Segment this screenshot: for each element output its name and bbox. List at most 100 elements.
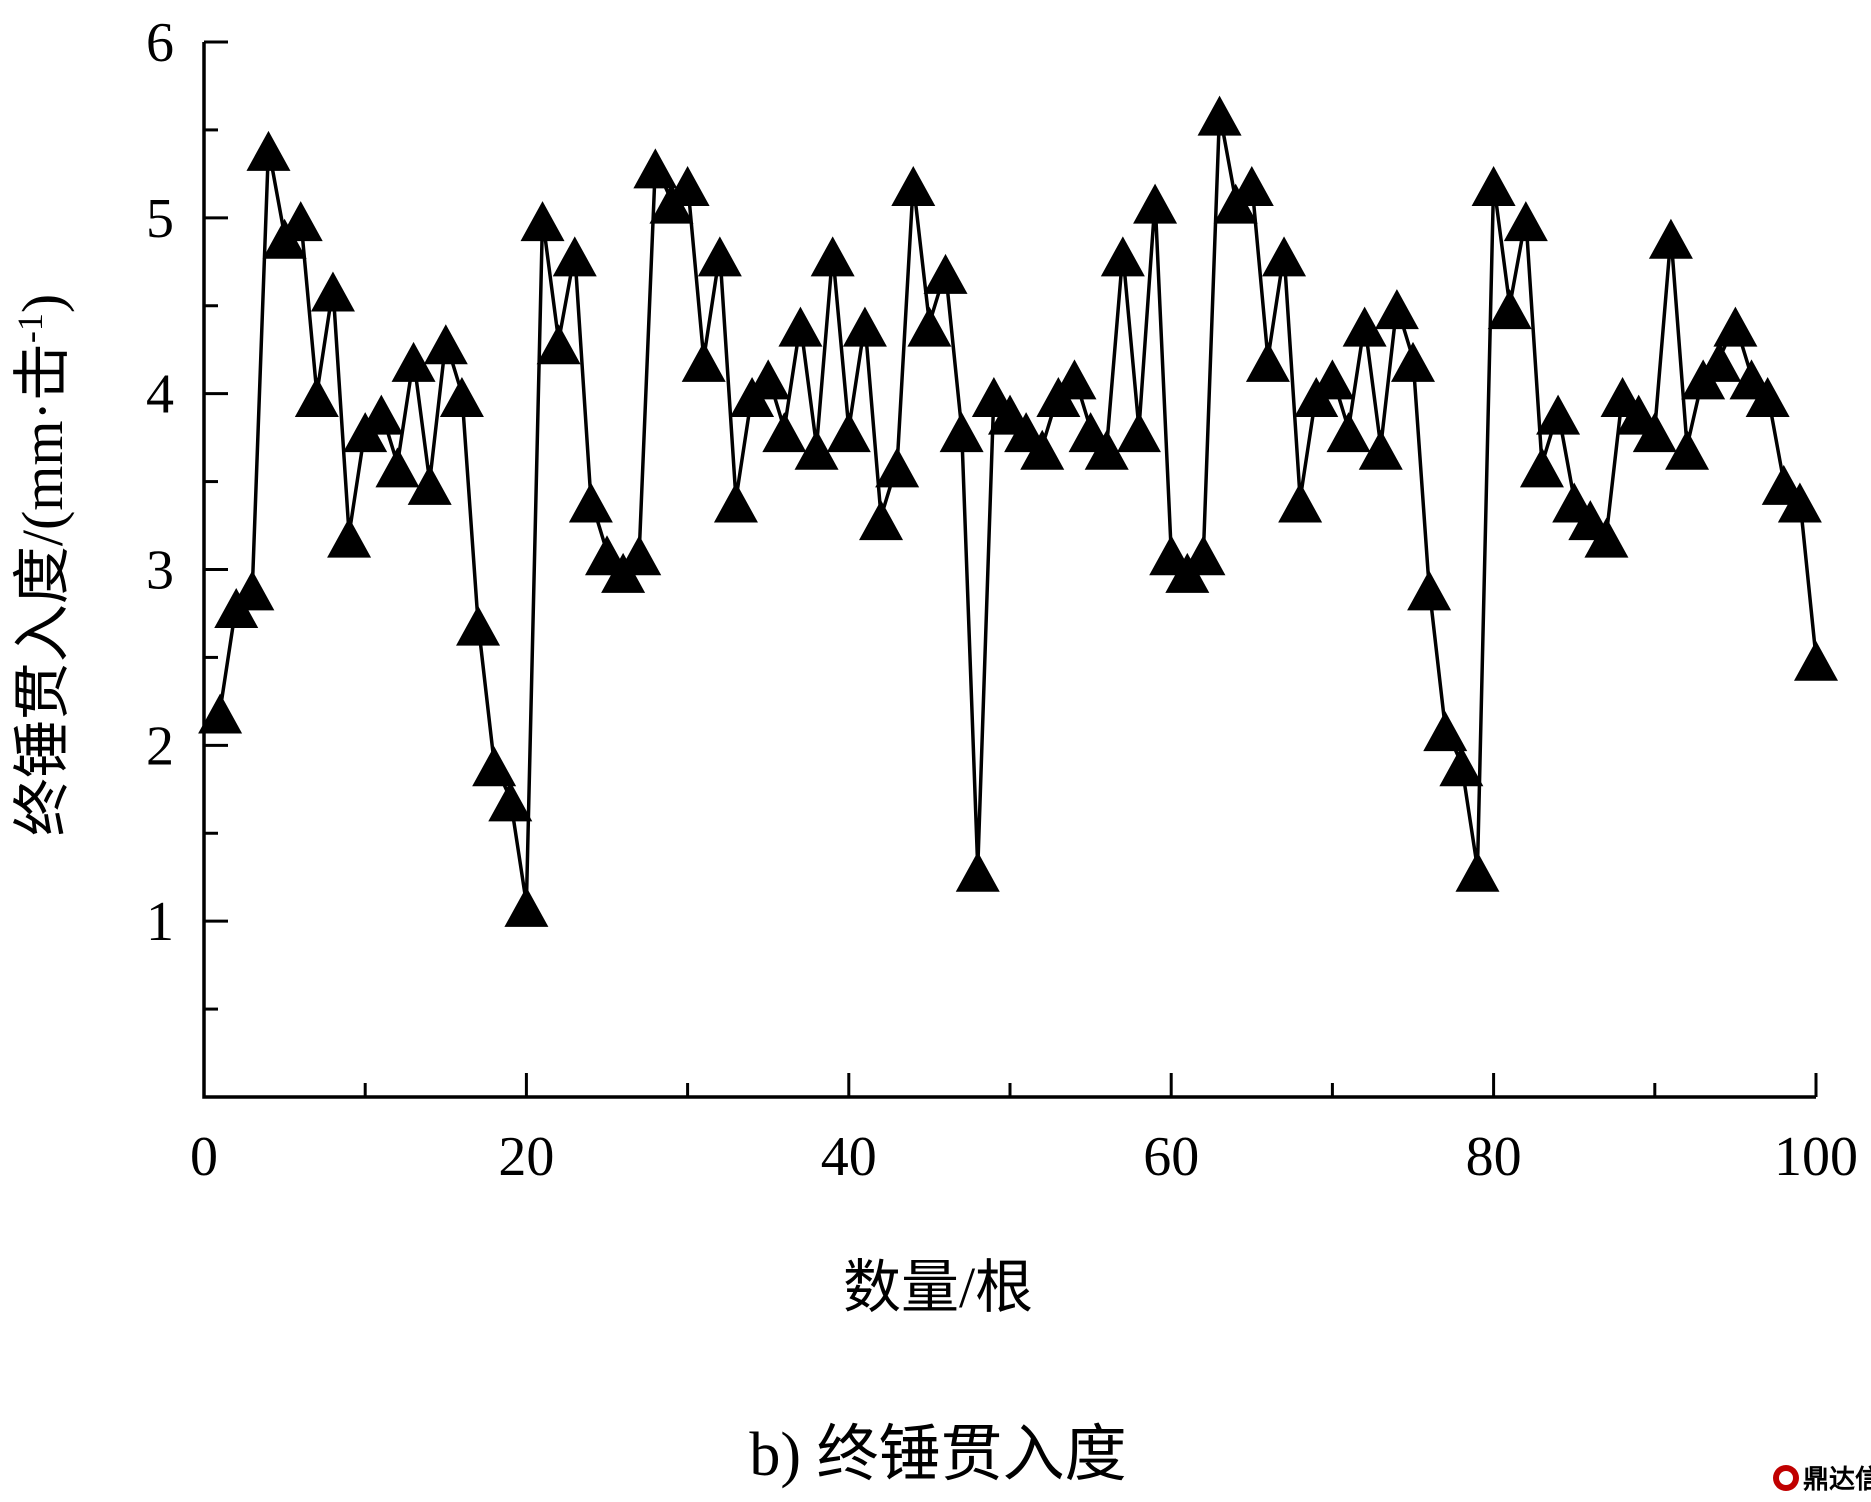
data-point-triangle xyxy=(1439,746,1484,787)
data-point-triangle xyxy=(391,341,436,382)
x-tick-label: 0 xyxy=(190,1126,218,1188)
x-tick-label: 40 xyxy=(821,1126,877,1188)
y-axis-title: 终锤贯入度/(mm·击-1) xyxy=(10,294,75,836)
data-point-triangle xyxy=(1391,341,1435,382)
y-tick-label: 6 xyxy=(146,12,174,74)
data-point-triangle xyxy=(842,306,887,347)
data-point-triangle xyxy=(875,447,920,488)
data-point-triangle xyxy=(1229,166,1274,206)
x-tick-label: 20 xyxy=(498,1126,554,1188)
data-point-triangle xyxy=(778,306,823,347)
data-point-triangle xyxy=(1648,218,1693,259)
data-point-triangle xyxy=(1794,640,1838,681)
data-point-triangle xyxy=(1536,394,1581,435)
data-point-triangle xyxy=(1487,289,1532,330)
data-point-triangle xyxy=(1423,711,1468,752)
x-tick-label: 100 xyxy=(1774,1126,1858,1188)
data-point-triangle xyxy=(697,236,742,277)
y-tick-label: 5 xyxy=(146,188,174,250)
data-point-triangle xyxy=(246,130,291,171)
data-point-triangle xyxy=(568,482,613,523)
data-point-triangle xyxy=(310,271,355,312)
data-point-triangle xyxy=(633,148,678,189)
data-point-triangle xyxy=(1133,183,1178,224)
x-tick-label: 60 xyxy=(1143,1126,1199,1188)
data-point-triangle xyxy=(859,500,904,541)
data-point-triangle xyxy=(423,324,468,365)
data-point-triangle xyxy=(1116,412,1161,453)
y-axis-title-superscript: -1 xyxy=(10,313,50,343)
data-point-triangle xyxy=(552,236,597,277)
data-point-triangle xyxy=(536,324,581,365)
data-point-triangle xyxy=(1713,306,1758,347)
data-point-triangle xyxy=(1745,377,1790,417)
data-point-triangle xyxy=(762,412,807,453)
data-point-triangle xyxy=(746,359,791,400)
y-tick-label: 2 xyxy=(146,715,174,777)
figure-caption: b) 终锤贯入度 xyxy=(749,1421,1126,1489)
data-point-triangle xyxy=(1310,359,1355,400)
data-point-triangle xyxy=(1697,341,1742,382)
data-point-triangle xyxy=(955,851,1000,892)
data-point-triangle xyxy=(891,166,936,206)
axis-lines xyxy=(202,42,1816,1099)
data-point-triangle xyxy=(1632,412,1677,453)
y-tick-label: 4 xyxy=(146,364,174,426)
data-point-triangle xyxy=(794,429,839,470)
data-point-triangle xyxy=(1519,447,1564,488)
data-point-triangle xyxy=(504,886,549,927)
data-point-triangle xyxy=(1100,236,1145,277)
data-point-triangle xyxy=(1084,429,1129,470)
data-point-triangle xyxy=(439,377,484,417)
data-point-triangle xyxy=(1503,201,1548,242)
data-point-triangle xyxy=(826,412,871,453)
data-point-triangle xyxy=(1777,482,1822,523)
data-point-triangle xyxy=(1197,95,1242,136)
data-point-triangle xyxy=(472,746,517,787)
data-point-triangle xyxy=(278,201,323,242)
data-point-triangle xyxy=(1245,341,1290,382)
data-point-triangle xyxy=(1471,166,1516,206)
data-point-triangle xyxy=(1358,429,1403,470)
data-point-triangle xyxy=(1584,517,1629,558)
data-point-triangle xyxy=(359,394,404,435)
y-tick-label: 1 xyxy=(146,891,174,953)
data-point-triangle xyxy=(198,693,243,734)
data-point-triangle xyxy=(1020,429,1065,470)
data-point-triangle xyxy=(1374,289,1419,330)
data-point-triangle xyxy=(520,201,565,242)
data-point-triangle xyxy=(939,412,984,453)
data-point-triangle xyxy=(665,166,710,206)
data-point-triangle xyxy=(327,517,372,558)
data-point-triangle xyxy=(375,447,420,488)
data-point-triangle xyxy=(713,482,758,523)
data-point-triangle xyxy=(1262,236,1307,277)
data-point-triangle xyxy=(456,605,501,646)
data-point-triangle xyxy=(230,570,275,611)
data-point-triangle xyxy=(1455,851,1500,892)
watermark-logo: 鼎达信 xyxy=(1773,1465,1871,1494)
data-point-triangle xyxy=(1181,535,1226,576)
data-point-triangle xyxy=(923,253,968,294)
data-point-triangle xyxy=(294,377,339,417)
watermark-text: 鼎达信 xyxy=(1803,1465,1871,1494)
data-point-triangle xyxy=(1665,429,1710,470)
data-point-triangle xyxy=(810,236,855,277)
data-point-triangle xyxy=(1407,570,1452,611)
data-point-triangle xyxy=(681,341,726,382)
data-point-triangle xyxy=(407,464,452,505)
data-point-triangle xyxy=(1052,359,1097,400)
y-tick-label: 3 xyxy=(146,540,174,602)
data-point-triangle xyxy=(1326,412,1371,453)
data-point-triangle xyxy=(907,306,952,347)
x-tick-label: 80 xyxy=(1466,1126,1522,1188)
axes xyxy=(202,42,1816,1099)
data-point-triangle xyxy=(1342,306,1387,347)
data-point-triangle xyxy=(1278,482,1323,523)
series xyxy=(198,95,1838,927)
data-point-triangle xyxy=(488,781,533,822)
x-axis-title: 数量/根 xyxy=(843,1255,1033,1320)
data-point-triangle xyxy=(617,535,662,576)
